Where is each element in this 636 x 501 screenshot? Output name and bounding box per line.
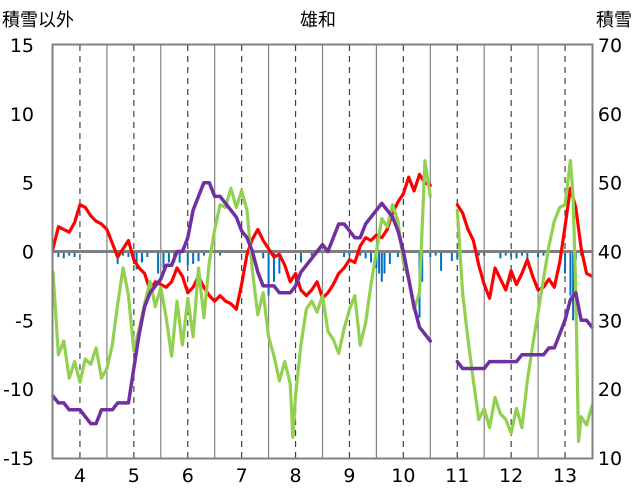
bar <box>192 251 195 264</box>
bar <box>378 251 381 274</box>
right-tick-label: 70 <box>598 35 622 57</box>
bar <box>140 251 143 263</box>
x-tick-label: 6 <box>182 465 194 487</box>
left-tick-label: -15 <box>3 448 34 470</box>
bar <box>383 251 386 274</box>
bar <box>62 251 65 259</box>
left-axis-title: 積雪以外 <box>2 10 74 31</box>
right-axis-title: 積雪 <box>596 10 632 31</box>
bar <box>299 251 302 263</box>
left-tick-label: 0 <box>22 242 34 264</box>
left-tick-label: -5 <box>15 310 34 332</box>
right-tick-label: 10 <box>598 448 622 470</box>
bar <box>68 251 71 256</box>
bar <box>504 251 507 256</box>
bar <box>429 251 432 258</box>
series-line-red <box>455 186 594 300</box>
line-series <box>51 159 594 444</box>
bar <box>157 251 160 274</box>
left-tick-label: 15 <box>10 35 34 57</box>
x-tick-label: 10 <box>391 465 415 487</box>
bar <box>178 251 181 263</box>
bar <box>510 251 513 258</box>
bar <box>380 251 383 282</box>
bar <box>272 251 275 282</box>
bar <box>483 251 486 256</box>
bar <box>564 251 567 274</box>
series-line-light-green <box>51 159 432 439</box>
bar <box>364 251 367 259</box>
x-tick-label: 11 <box>445 465 469 487</box>
bar <box>396 251 399 258</box>
bar <box>421 251 424 282</box>
bar <box>348 251 351 256</box>
series-line-purple <box>455 291 594 371</box>
bar <box>343 251 346 258</box>
chart-title: 雄和 <box>300 10 336 31</box>
bar <box>542 251 545 256</box>
x-tick-label: 7 <box>236 465 248 487</box>
bar <box>73 251 76 258</box>
bar <box>450 251 453 262</box>
right-tick-label: 20 <box>598 379 622 401</box>
bar <box>456 251 459 259</box>
x-axis-ticks: 4 5 6 7 8 9 10 11 12 13 <box>74 465 577 487</box>
bar <box>122 251 125 256</box>
left-axis-ticks: 15 10 5 0 -5 -10 -15 <box>3 35 34 470</box>
bar <box>526 251 529 263</box>
bar <box>167 251 170 263</box>
bar <box>434 251 437 256</box>
bar <box>370 251 373 263</box>
bar <box>569 251 572 296</box>
bar <box>202 251 205 256</box>
right-tick-label: 40 <box>598 242 622 264</box>
bar <box>57 251 60 258</box>
right-axis-ticks: 70 60 50 40 30 20 10 <box>598 35 622 470</box>
x-tick-label: 12 <box>499 465 523 487</box>
left-tick-label: -10 <box>3 379 34 401</box>
right-tick-label: 50 <box>598 173 622 195</box>
x-tick-label: 13 <box>553 465 577 487</box>
x-tick-label: 9 <box>343 465 355 487</box>
bar <box>388 251 391 264</box>
bar-series <box>57 251 583 321</box>
x-tick-label: 4 <box>74 465 86 487</box>
bar <box>162 251 165 269</box>
bar <box>219 251 222 256</box>
plot-area-border <box>51 43 594 460</box>
x-tick-label: 5 <box>128 465 140 487</box>
bar <box>572 251 575 321</box>
bar <box>262 251 265 259</box>
left-tick-label: 5 <box>22 173 34 195</box>
bar <box>477 251 480 256</box>
bar <box>197 251 200 262</box>
series-line-red <box>51 172 432 311</box>
left-tick-label: 10 <box>10 104 34 126</box>
bar <box>520 251 523 256</box>
series-line-light-green <box>455 159 594 444</box>
bar <box>146 251 149 258</box>
right-tick-label: 30 <box>598 310 622 332</box>
bar <box>186 251 189 266</box>
bar <box>135 251 138 270</box>
bar <box>515 251 518 259</box>
series-line-purple <box>51 180 433 426</box>
right-tick-label: 60 <box>598 104 622 126</box>
bar <box>537 251 540 258</box>
bar <box>359 251 362 256</box>
bar <box>440 251 443 271</box>
bar <box>278 251 281 274</box>
bar <box>267 251 270 296</box>
bar <box>127 251 130 258</box>
bar <box>310 251 313 256</box>
bar <box>499 251 502 259</box>
x-tick-label: 8 <box>290 465 302 487</box>
